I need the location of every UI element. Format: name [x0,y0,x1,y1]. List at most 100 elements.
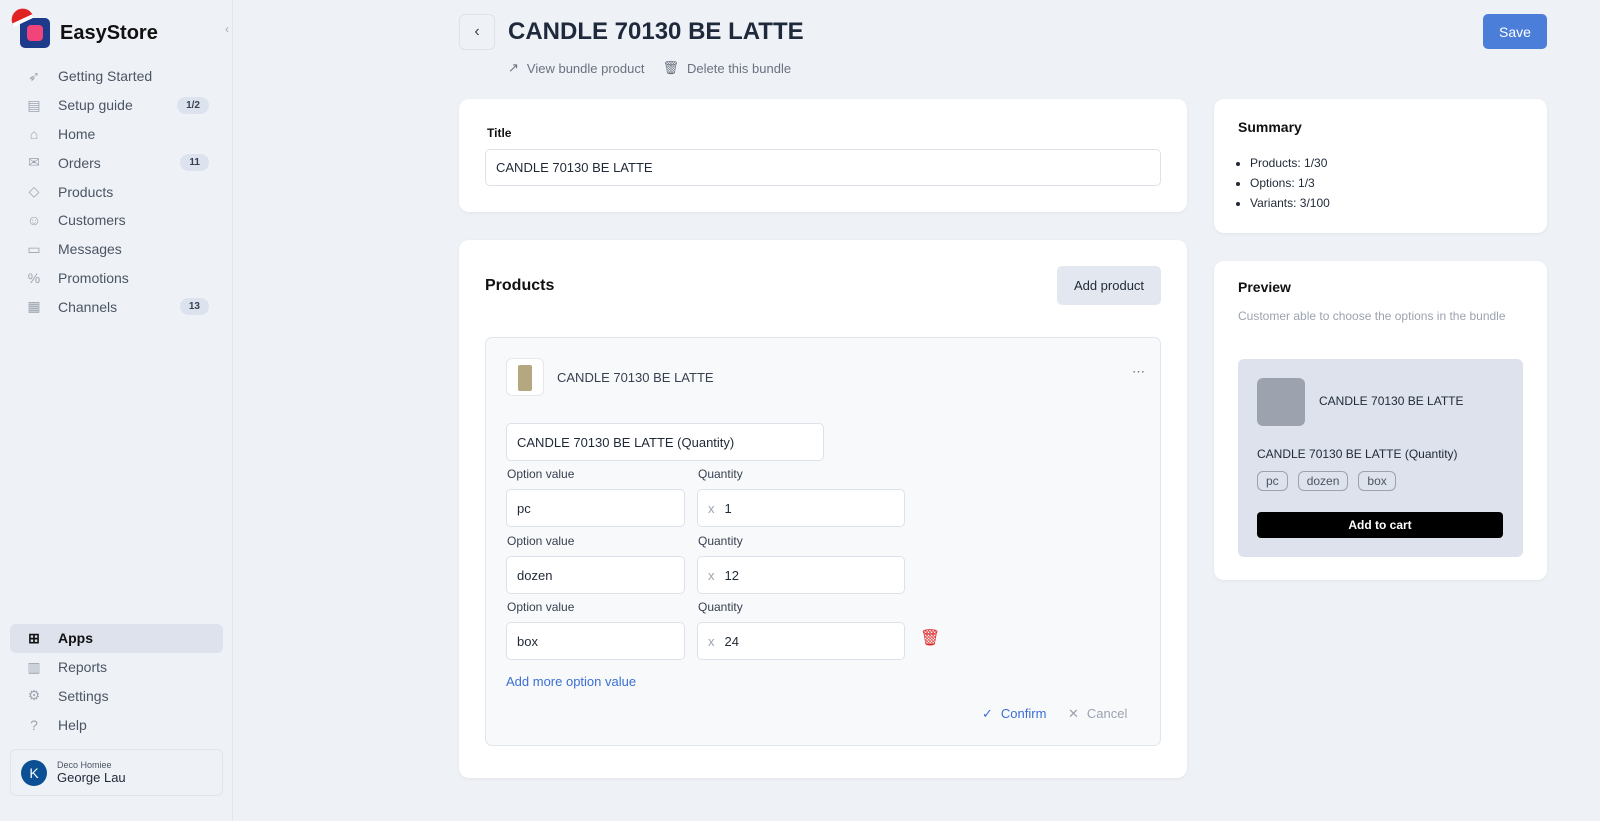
label: Setup guide [58,97,133,114]
apps-icon: ⊞ [28,629,40,646]
summary-item: Products: 1/30 [1250,153,1330,173]
add-more-option-link[interactable]: Add more option value [506,674,637,689]
label: Settings [58,687,109,704]
label: Customers [58,212,126,229]
bottom-nav: ⊞ Apps ▥ Reports ⚙ Settings ? Help [10,624,223,739]
option-value-input[interactable]: box [506,622,685,660]
summary-item: Options: 1/3 [1250,173,1330,193]
sidebar-item-customers[interactable]: ☺ Customers [10,206,223,235]
preview-image-placeholder [1257,378,1305,426]
badge: 11 [180,154,209,172]
bar-chart-icon: ▥ [27,658,41,675]
badge: 1/2 [177,96,209,114]
chevron-left-icon: ‹ [474,23,480,40]
option-value-input[interactable]: pc [506,489,685,527]
option-value-input[interactable]: dozen [506,556,685,594]
chat-icon: ▭ [27,240,41,257]
home-icon: ⌂ [29,125,39,142]
products-card: Products Add product CANDLE 70130 BE LAT… [459,240,1187,778]
logo[interactable]: EasyStore [8,5,158,48]
title-card: Title CANDLE 70130 BE LATTE [459,99,1187,212]
label: Home [58,125,96,142]
user-account[interactable]: K Deco Homiee George Lau [10,749,223,796]
title-input[interactable]: CANDLE 70130 BE LATTE [485,149,1161,186]
add-to-cart-button[interactable]: Add to cart [1257,512,1503,538]
inbox-icon: ✉ [28,154,40,171]
sidebar-item-orders[interactable]: ✉ Orders 11 [10,148,223,177]
badge: 13 [179,298,209,316]
quantity-input[interactable]: x 12 [697,556,905,594]
collapse-sidebar-icon[interactable]: ‹ [225,22,229,36]
option-value-label: Option value [507,534,575,548]
products-heading: Products [485,277,555,294]
product-thumbnail [506,358,544,396]
sidebar-item-setup-guide[interactable]: ▤ Setup guide 1/2 [10,91,223,120]
more-options-icon[interactable]: ⋯ [1132,364,1146,379]
label: Promotions [58,269,129,286]
sidebar-item-promotions[interactable]: % Promotions [10,264,223,293]
tag-icon: ◇ [28,183,40,200]
sidebar-item-getting-started[interactable]: ➶ Getting Started [10,62,223,91]
label: Reports [58,659,108,676]
sidebar-item-products[interactable]: ◇ Products [10,177,223,206]
quantity-input[interactable]: x 24 [697,622,905,660]
quantity-value: 24 [724,633,739,649]
user-icon: ☺ [26,212,42,229]
multiply-icon: x [708,500,715,516]
preview-description: Customer able to choose the options in t… [1238,309,1506,323]
page-title: CANDLE 70130 BE LATTE [508,18,804,45]
view-bundle-link[interactable]: ↗ View bundle product [508,60,644,76]
store-name: Deco Homiee [57,760,112,770]
preview-card: Preview Customer able to choose the opti… [1214,261,1547,580]
label: Confirm [1000,706,1047,721]
back-button[interactable]: ‹ [459,14,495,50]
label: Products [58,183,114,200]
label: Apps [58,630,93,647]
label: Getting Started [58,68,153,85]
option-value-label: Option value [507,600,575,614]
sidebar-item-help[interactable]: ? Help [10,710,223,739]
rocket-icon: ➶ [28,67,40,84]
check-icon: ✓ [982,706,993,721]
delete-bundle-link[interactable]: 🗑 Delete this bundle [662,60,791,76]
quantity-value: 12 [724,567,739,583]
sidebar-item-settings[interactable]: ⚙ Settings [10,682,223,711]
save-button[interactable]: Save [1483,14,1547,49]
cancel-button[interactable]: ✕ Cancel [1068,706,1127,722]
brand-name: EasyStore [60,21,158,44]
preview-heading: Preview [1238,279,1291,295]
discount-icon: % [27,269,41,286]
label: Messages [58,241,122,258]
main-nav: ➶ Getting Started ▤ Setup guide 1/2 ⌂ Home ✉… [10,62,223,321]
quantity-label: Quantity [698,600,743,614]
checklist-icon: ▤ [27,96,41,113]
option-chip[interactable]: box [1358,471,1396,491]
sidebar-item-messages[interactable]: ▭ Messages [10,235,223,264]
sidebar-item-reports[interactable]: ▥ Reports [10,653,223,682]
help-icon: ? [30,716,38,733]
sidebar-item-apps[interactable]: ⊞ Apps [10,624,223,653]
confirm-button[interactable]: ✓ Confirm [982,706,1046,722]
label: Channels [58,298,118,315]
quantity-value: 1 [724,500,732,516]
multiply-icon: x [708,567,715,583]
add-product-button[interactable]: Add product [1057,266,1161,305]
trash-icon: 🗑 [662,60,679,75]
sidebar: EasyStore ‹ ➶ Getting Started ▤ Setup guid… [0,0,233,821]
label: Delete this bundle [687,60,792,76]
store-icon: ▦ [27,298,41,315]
quantity-label: Quantity [698,467,743,481]
logo-icon [8,5,50,48]
sidebar-item-channels[interactable]: ▦ Channels 13 [10,292,223,321]
summary-heading: Summary [1238,119,1302,135]
preview-product-name: CANDLE 70130 BE LATTE [1319,394,1464,408]
option-chip[interactable]: pc [1257,471,1288,491]
delete-option-trash-icon[interactable]: 🗑 [920,630,941,647]
title-label: Title [487,126,512,140]
multiply-icon: x [708,633,715,649]
option-chip[interactable]: dozen [1297,471,1349,491]
sidebar-item-home[interactable]: ⌂ Home [10,120,223,149]
summary-item: Variants: 3/100 [1250,193,1330,213]
option-name-input[interactable]: CANDLE 70130 BE LATTE (Quantity) [506,423,824,461]
